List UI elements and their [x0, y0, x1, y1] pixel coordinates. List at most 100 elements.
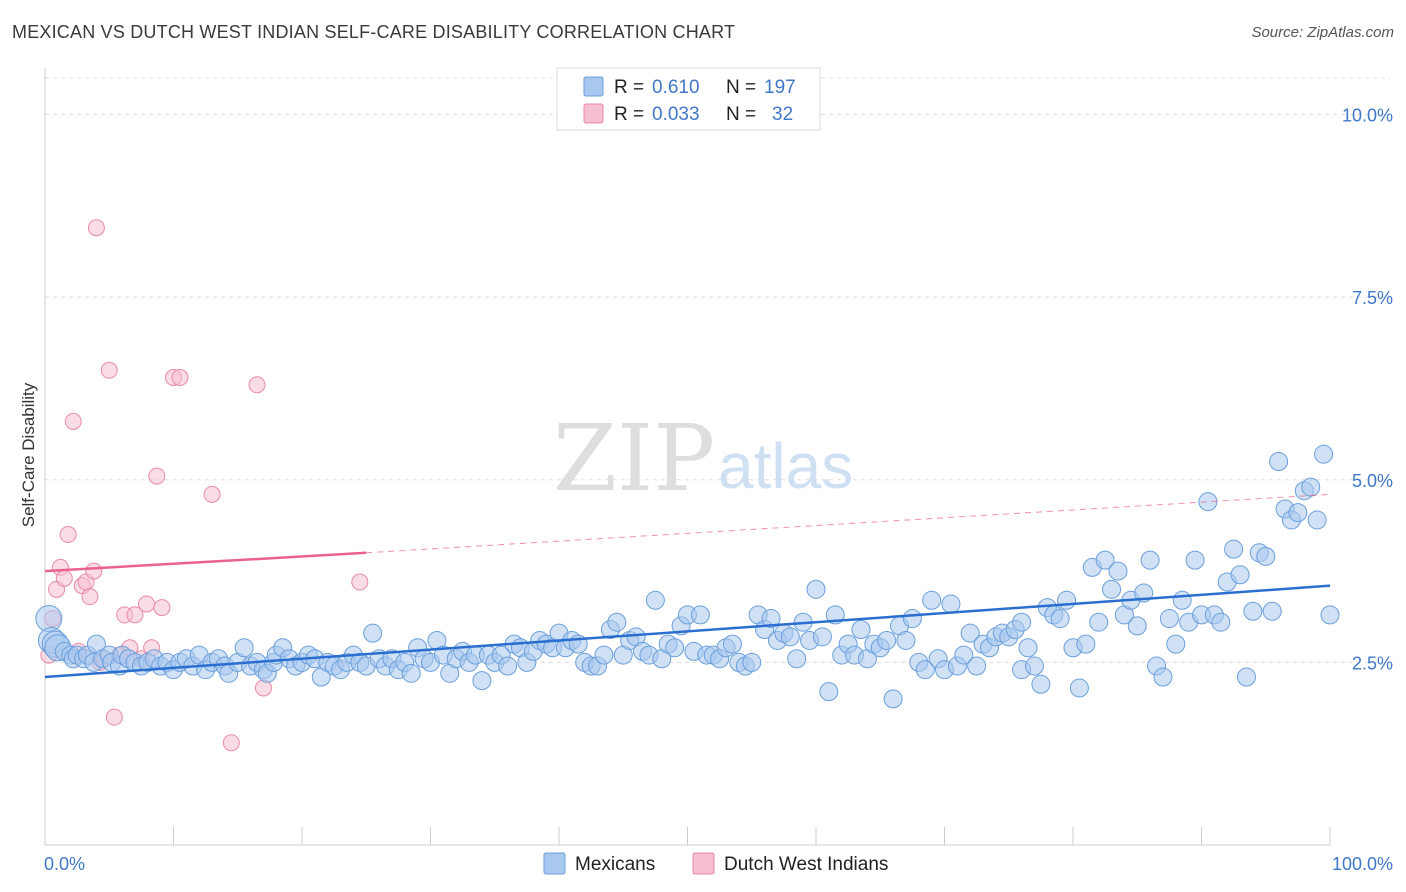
dutch-west-indians-point: [100, 361, 118, 379]
mexicans-point: [1262, 601, 1282, 621]
mexicans-point: [690, 605, 710, 625]
y-tick-labels: 2.5% 5.0% 7.5% 10.0%: [1342, 106, 1393, 674]
mexicans-trend-line: [44, 584, 1331, 679]
mexicans-point: [1269, 452, 1289, 471]
y-tick-label: 7.5%: [1352, 288, 1393, 308]
dutch-west-indians-point: [248, 376, 266, 394]
dutch-west-indians-point: [203, 485, 221, 503]
mexicans-point: [819, 682, 839, 702]
mexicans-point: [787, 649, 807, 669]
mexicans-point: [1012, 612, 1032, 632]
mexicans-point: [954, 645, 974, 665]
mexicans-point: [594, 645, 614, 665]
mexicans-point: [812, 627, 832, 647]
mexicans-point: [1102, 579, 1122, 599]
dutch-west-indians-point: [222, 734, 240, 752]
legend-n-value-2: 32: [772, 104, 793, 125]
mexicans-point: [1127, 616, 1147, 636]
watermark-atlas: atlas: [718, 430, 853, 502]
mexicans-point: [1159, 609, 1179, 629]
mexicans-point: [363, 623, 383, 643]
mexicans-point: [1140, 550, 1160, 570]
grid-lines: [45, 77, 1390, 663]
top-legend: R = 0.610 N = 197 R = 0.033 N = 32: [556, 67, 821, 131]
mexicans-point: [1069, 678, 1089, 698]
bottom-legend-blue-swatch: [543, 852, 566, 875]
legend-blue-swatch: [583, 76, 604, 97]
mexicans-point: [941, 594, 961, 614]
mexicans-point: [472, 671, 492, 691]
mexicans-point: [1320, 605, 1340, 625]
mexicans-point: [1288, 503, 1308, 523]
mexicans-point: [1108, 561, 1128, 581]
dutch-west-indians-point: [81, 588, 99, 606]
dutch-west-indians-trend-line: [44, 551, 367, 573]
mexicans-point: [1307, 510, 1327, 530]
mexicans-point: [722, 634, 742, 654]
mexicans-point: [498, 656, 518, 676]
dutch-west-indians-point: [64, 412, 82, 430]
mexicans-point: [645, 590, 665, 610]
axes: [44, 68, 1331, 846]
trend-lines: [44, 493, 1331, 679]
legend-r-value-2: 0.033: [652, 104, 700, 125]
y-tick-label: 5.0%: [1352, 471, 1393, 491]
mexicans-point: [1153, 667, 1173, 687]
mexicans-point: [1314, 444, 1334, 464]
y-tick-label: 10.0%: [1342, 106, 1393, 126]
dutch-west-indians-point: [105, 708, 123, 726]
dutch-west-indians-point: [153, 599, 171, 617]
mexicans-point: [742, 652, 762, 672]
watermark: ZIP atlas: [553, 405, 853, 512]
mexicans-point: [401, 663, 421, 683]
mexicans-point: [607, 612, 627, 632]
mexicans-point: [1230, 565, 1250, 585]
dutch-west-indians-point: [59, 526, 77, 544]
mexicans-point: [902, 609, 922, 629]
x-tick-label: 0.0%: [44, 854, 85, 874]
dutch-west-indians-point: [126, 606, 144, 624]
mexicans-point: [877, 630, 897, 650]
dutch-west-indians-point: [171, 368, 189, 386]
dutch-west-indians-point: [87, 219, 105, 237]
y-tick-label: 2.5%: [1352, 653, 1393, 673]
legend-r-label-2: R =: [614, 104, 644, 125]
dutch-west-indians-point: [138, 595, 156, 613]
bottom-legend-mexicans: Mexicans: [575, 854, 655, 875]
mexicans-point: [1166, 634, 1186, 654]
mexicans-points: [35, 444, 1340, 709]
mexicans-point: [780, 627, 800, 647]
mexicans-point: [1224, 539, 1244, 559]
mexicans-point: [806, 579, 826, 599]
mexicans-point: [1172, 590, 1192, 610]
legend-n-label-2: N =: [726, 104, 756, 125]
mexicans-point: [665, 638, 685, 658]
mexicans-point: [1089, 612, 1109, 632]
mexicans-point: [1256, 546, 1276, 566]
mexicans-point: [960, 623, 980, 643]
watermark-zip: ZIP: [553, 405, 715, 512]
dutch-west-indians-point: [148, 467, 166, 485]
bottom-legend-dutch-west-indians: Dutch West Indians: [724, 854, 888, 875]
y-axis-label: Self-Care Disability: [19, 382, 38, 527]
dutch-west-indians-point: [55, 569, 73, 587]
mexicans-point: [1057, 590, 1077, 610]
legend-pink-swatch: [583, 103, 604, 124]
legend-n-label-1: N =: [726, 77, 756, 98]
dutch-west-indians-point: [351, 573, 369, 591]
mexicans-point: [915, 660, 935, 680]
mexicans-point: [761, 609, 781, 629]
mexicans-point: [1236, 667, 1256, 687]
x-tick-label: 100.0%: [1332, 854, 1393, 874]
legend-r-label-1: R =: [614, 77, 644, 98]
bottom-legend: Mexicans Dutch West Indians: [543, 852, 888, 875]
dutch-west-indians-point: [85, 562, 103, 580]
mexicans-point: [1031, 674, 1051, 694]
dutch-west-indians-trend-extension: [366, 493, 1331, 554]
source-label: Source: ZipAtlas.com: [1251, 24, 1394, 41]
mexicans-point: [967, 656, 987, 676]
mexicans-point: [1243, 601, 1263, 621]
mexicans-point: [1018, 638, 1038, 658]
mexicans-point: [1301, 477, 1321, 497]
